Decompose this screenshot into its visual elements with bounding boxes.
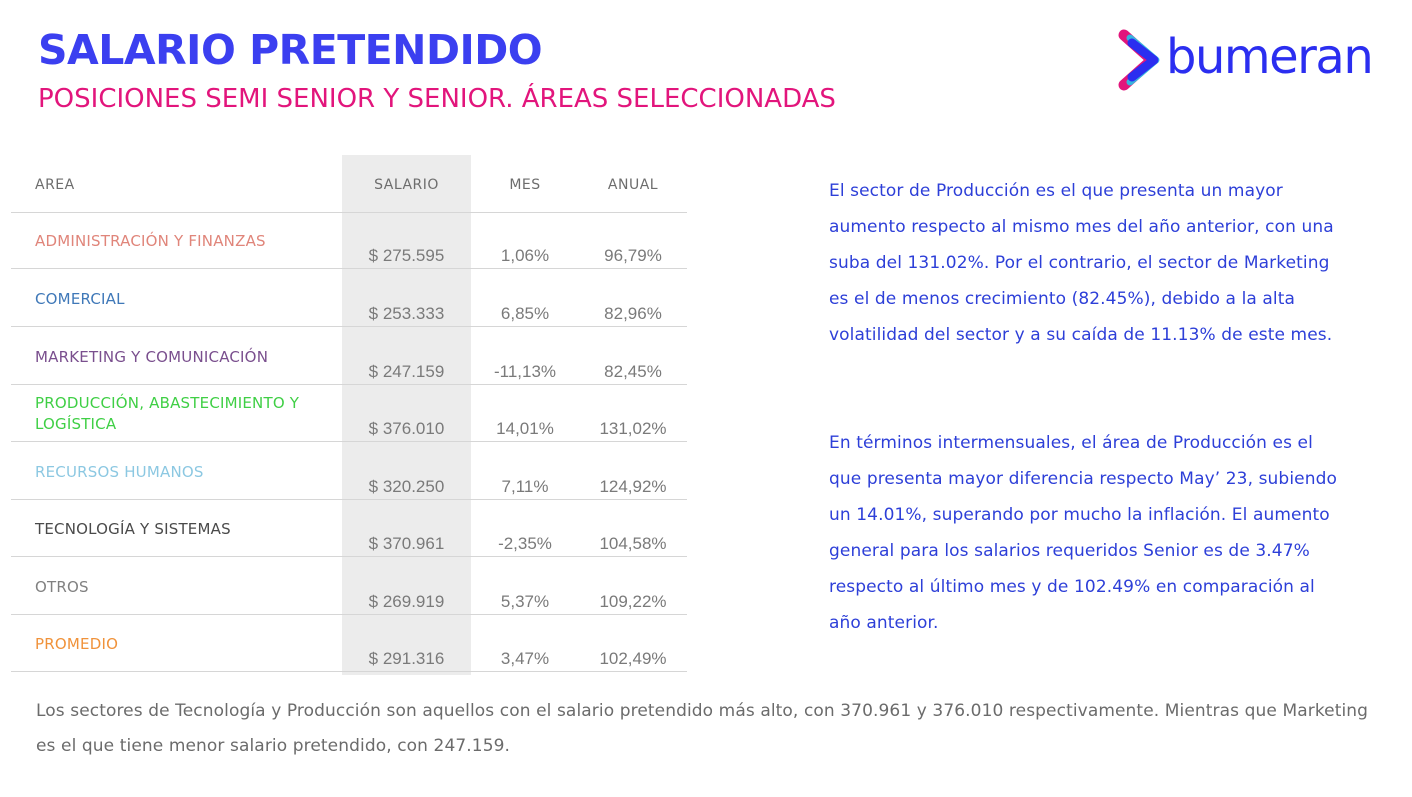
analysis-paragraph-2: En términos intermensuales, el área de P… [829, 433, 1337, 633]
row-area: COMERCIAL [35, 290, 125, 308]
bumeran-logo-icon [1118, 29, 1164, 91]
table-row: PROMEDIO $ 291.316 3,47% 102,49% [11, 615, 687, 672]
table-row: TECNOLOGÍA Y SISTEMAS $ 370.961 -2,35% 1… [11, 500, 687, 557]
row-area: MARKETING Y COMUNICACIÓN [35, 348, 269, 366]
row-anual: 124,92% [599, 477, 667, 496]
row-anual: 104,58% [599, 534, 667, 553]
column-header-area: AREA [35, 177, 75, 193]
column-header-mes: MES [509, 177, 541, 193]
row-salario: $ 376.010 [368, 419, 445, 438]
column-header-salario: SALARIO [374, 177, 439, 193]
row-mes: 14,01% [496, 419, 554, 438]
row-salario: $ 253.333 [368, 304, 445, 323]
row-mes: 5,37% [500, 592, 550, 611]
row-mes: -11,13% [493, 362, 557, 381]
row-mes: 7,11% [501, 477, 549, 496]
row-area: RECURSOS HUMANOS [35, 463, 204, 481]
page-title: SALARIO PRETENDIDO [38, 26, 543, 74]
row-area: PRODUCCIÓN, ABASTECIMIENTO Y LOGÍSTICA [35, 394, 300, 433]
table-row: COMERCIAL $ 253.333 6,85% 82,96% [11, 270, 687, 327]
bumeran-logo-text: bumeran [1166, 29, 1374, 85]
row-salario: $ 269.919 [368, 592, 445, 611]
row-anual: 131,02% [599, 419, 667, 438]
table-row: ADMINISTRACIÓN Y FINANZAS $ 275.595 1,06… [11, 212, 687, 269]
row-mes: 3,47% [500, 649, 550, 668]
page-subtitle: POSICIONES SEMI SENIOR Y SENIOR. ÁREAS S… [38, 84, 836, 114]
row-mes: 6,85% [500, 304, 550, 323]
row-salario: $ 370.961 [368, 534, 445, 553]
table-row: PRODUCCIÓN, ABASTECIMIENTO Y LOGÍSTICA $… [11, 385, 687, 442]
analysis-paragraph-1: El sector de Producción es el que presen… [829, 181, 1334, 345]
table-row: MARKETING Y COMUNICACIÓN $ 247.159 -11,1… [11, 328, 687, 385]
row-anual: 82,45% [604, 362, 662, 381]
row-anual: 102,49% [599, 649, 667, 668]
row-mes: -2,35% [498, 534, 552, 553]
row-area: OTROS [35, 578, 89, 596]
row-anual: 82,96% [604, 304, 662, 323]
table-header: AREA SALARIO MES ANUAL [11, 155, 687, 213]
table-row: OTROS $ 269.919 5,37% 109,22% [11, 558, 687, 615]
footer-summary: Los sectores de Tecnología y Producción … [36, 701, 1369, 756]
salary-table: AREA SALARIO MES ANUAL ADMINISTRACIÓN Y … [11, 155, 687, 675]
row-area: ADMINISTRACIÓN Y FINANZAS [35, 232, 266, 250]
bumeran-logo: bumeran [1118, 28, 1374, 92]
row-salario: $ 275.595 [368, 246, 445, 265]
row-salario: $ 291.316 [368, 649, 445, 668]
column-header-anual: ANUAL [607, 177, 659, 193]
row-area: PROMEDIO [35, 635, 119, 653]
row-salario: $ 320.250 [368, 477, 445, 496]
row-area: TECNOLOGÍA Y SISTEMAS [35, 520, 231, 538]
row-anual: 96,79% [604, 246, 662, 265]
row-mes: 1,06% [500, 246, 550, 265]
row-salario: $ 247.159 [368, 362, 445, 381]
table-row: RECURSOS HUMANOS $ 320.250 7,11% 124,92% [11, 443, 687, 500]
salary-column-highlight [342, 155, 471, 675]
row-anual: 109,22% [599, 592, 667, 611]
